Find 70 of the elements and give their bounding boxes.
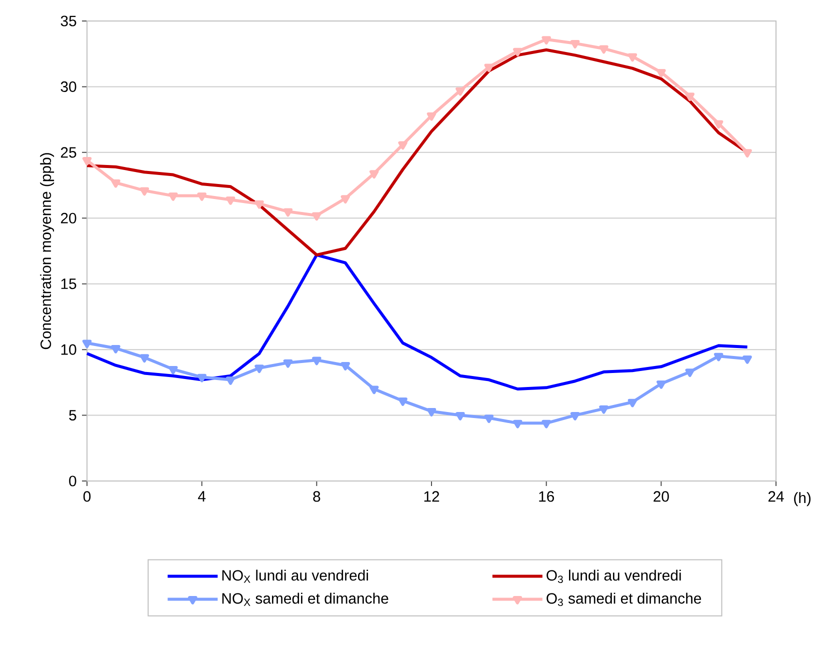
y-tick-label: 35	[60, 16, 76, 26]
point	[340, 362, 350, 370]
point	[542, 36, 551, 44]
point	[570, 412, 580, 420]
point	[226, 376, 236, 385]
point	[312, 212, 322, 221]
point	[398, 398, 408, 406]
point	[599, 405, 608, 414]
legend-label: O$_{3}$ samedi et dimanche	[546, 592, 702, 606]
point	[599, 45, 608, 54]
y-axis-title: Concentration moyenne (ppb)	[40, 153, 54, 350]
point	[484, 414, 494, 423]
point	[111, 344, 120, 354]
point	[283, 359, 293, 368]
y-tick-label: 15	[61, 278, 76, 290]
y-tick-label: 20	[60, 212, 76, 224]
point	[111, 179, 120, 188]
y-tick-label: 30	[60, 81, 76, 92]
point	[369, 170, 379, 179]
x-axis-title: (h)	[794, 492, 811, 506]
point	[513, 48, 522, 56]
legend-label: NO$_{X}$ samedi et dimanche	[222, 592, 388, 606]
point	[542, 420, 551, 428]
point	[82, 157, 92, 166]
point	[484, 64, 494, 72]
point	[426, 408, 436, 416]
point	[456, 412, 465, 420]
point	[197, 192, 206, 201]
y-tick-label: 25	[60, 147, 76, 158]
point	[197, 374, 206, 382]
point	[426, 112, 436, 121]
point	[369, 386, 379, 394]
y-tick-label: 0	[69, 476, 76, 486]
line-series	[86, 253, 749, 390]
x-tick-label: 8	[313, 491, 320, 502]
point	[742, 355, 752, 364]
point	[168, 192, 178, 201]
point	[714, 120, 724, 129]
point	[82, 340, 92, 348]
point	[628, 398, 638, 408]
legend-label: NO$_{X}$ lundi au vendredi	[222, 570, 368, 583]
point	[254, 200, 264, 209]
point	[140, 187, 150, 196]
point	[685, 368, 694, 377]
point	[168, 366, 178, 374]
point	[140, 354, 150, 363]
point	[254, 364, 264, 374]
point	[656, 68, 666, 78]
point	[312, 356, 322, 366]
x-tick-label: 4	[198, 491, 206, 502]
point	[685, 92, 694, 101]
point	[742, 149, 752, 158]
point	[570, 40, 580, 48]
x-tick-label: 24	[768, 491, 784, 502]
point	[456, 87, 465, 96]
point	[340, 195, 350, 204]
point	[628, 53, 638, 62]
x-tick-label: 12	[424, 491, 440, 502]
point	[226, 196, 236, 205]
y-tick-label: 5	[69, 410, 76, 420]
y-tick-label: 10	[61, 344, 76, 355]
point	[513, 420, 522, 428]
x-tick-label: 20	[654, 491, 669, 502]
legend-label: O$_{3}$ lundi au vendredi	[546, 570, 681, 583]
x-tick-label: 0	[83, 491, 91, 502]
point	[283, 208, 293, 217]
point	[398, 141, 408, 150]
point	[714, 352, 724, 362]
point	[656, 380, 666, 389]
x-tick-label: 16	[539, 491, 554, 502]
